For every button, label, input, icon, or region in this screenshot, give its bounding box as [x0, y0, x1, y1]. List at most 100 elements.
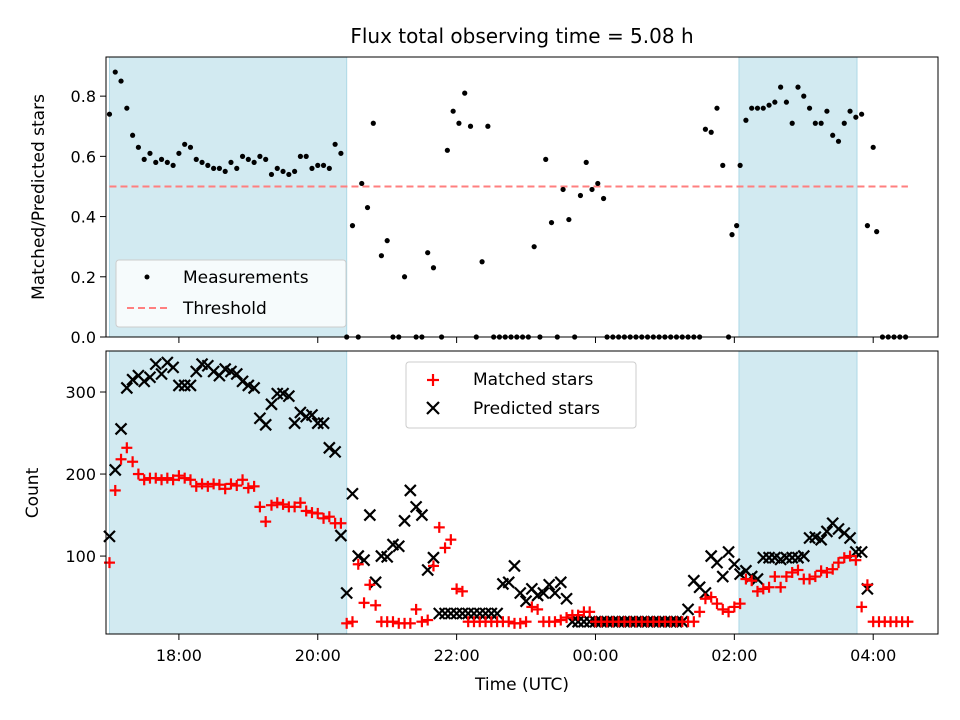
predicted-stars-point [305, 408, 319, 422]
matched-stars-point [723, 606, 735, 618]
measurement-point [303, 153, 309, 159]
matched-stars-point [277, 498, 289, 510]
measurement-point [467, 123, 474, 129]
legend-measurements-marker [144, 274, 150, 280]
matched-stars-point [254, 501, 266, 513]
measurement-point [228, 159, 234, 165]
matched-stars-point [225, 478, 237, 490]
matched-stars-point [109, 484, 121, 496]
matched-stars-point [115, 453, 127, 465]
matched-stars-point [202, 480, 214, 492]
matched-stars-point [196, 478, 208, 490]
matched-stars-point [699, 593, 711, 605]
legend-matched-marker [427, 374, 439, 386]
matched-stars-point [121, 442, 133, 454]
matched-stars-point [688, 616, 700, 628]
predicted-stars-point [114, 422, 128, 436]
measurement-point [795, 84, 801, 90]
measurement-point [595, 180, 601, 187]
x-tick-label: 20:00 [295, 646, 341, 665]
measurement-point [349, 223, 356, 229]
bottom-panel-legend: Matched stars Predicted stars [405, 361, 637, 429]
matched-stars-point [711, 598, 723, 610]
measurement-point [332, 141, 338, 147]
matched-stars-point [717, 603, 729, 615]
matched-stars-point [861, 579, 873, 591]
matched-stars-point [341, 617, 353, 629]
matched-stars-point [740, 573, 752, 585]
matched-stars-point [156, 474, 168, 486]
measurement-point [222, 168, 228, 175]
matched-stars-point [445, 534, 457, 546]
matched-stars-point [549, 616, 561, 628]
matched-stars-point [150, 472, 162, 484]
legend-predicted-label: Predicted stars [473, 399, 600, 419]
measurement-point [263, 156, 269, 162]
predicted-stars-point [722, 545, 735, 559]
measurement-point [401, 274, 408, 280]
predicted-stars-point [427, 551, 440, 564]
matched-stars-point [856, 601, 868, 613]
matched-stars-point [804, 573, 816, 585]
chart-title: Flux total observing time = 5.08 h [350, 24, 693, 48]
matched-stars-point [769, 571, 781, 583]
measurement-point [286, 171, 292, 178]
matched-stars-point [572, 609, 584, 621]
matched-stars-point [757, 583, 769, 595]
matched-stars-point [248, 480, 260, 492]
matched-stars-point [780, 571, 792, 583]
measurement-point [708, 129, 714, 135]
matched-stars-point [832, 557, 844, 569]
measurement-point [864, 223, 871, 229]
measurement-point [754, 105, 761, 111]
measurement-point [315, 162, 321, 168]
measurement-point [566, 216, 572, 223]
measurement-point [870, 144, 876, 150]
predicted-stars-point [508, 559, 521, 573]
matched-stars-point [584, 606, 596, 618]
matched-stars-point [809, 571, 821, 583]
matched-stars-point [561, 612, 573, 624]
bottom-panel-frame [105, 350, 939, 635]
predicted-stars-point [820, 525, 834, 538]
measurement-point [806, 105, 813, 111]
measurement-point [749, 105, 755, 111]
matched-stars-point [694, 606, 706, 618]
measurement-point [292, 168, 298, 175]
predicted-stars-point [733, 567, 747, 581]
measurement-point [766, 102, 772, 108]
matched-stars-point [416, 616, 428, 628]
matched-stars-point [844, 550, 856, 562]
measurement-point [297, 153, 304, 159]
matched-stars-series [103, 442, 914, 629]
predicted-stars-point [404, 484, 417, 497]
matched-stars-point [294, 497, 306, 509]
matched-stars-point [433, 521, 445, 533]
matched-stars-point [358, 597, 370, 609]
top-panel-y-axis: 0.0 0.2 0.4 0.6 0.8 [71, 87, 106, 347]
x-axis-label: Time (UTC) [474, 675, 569, 695]
predicted-stars-point [265, 398, 278, 411]
observing-window-2 [738, 56, 858, 338]
predicted-stars-point [328, 445, 342, 459]
matched-stars-point [364, 579, 376, 591]
predicted-stars-point [832, 522, 845, 536]
matched-stars-point [751, 585, 763, 597]
measurement-point [737, 162, 743, 168]
top-panel-ylabel: Matched/Predicted stars [29, 94, 49, 300]
matched-stars-point [323, 511, 335, 523]
measurement-point [211, 165, 217, 171]
bottom-legend-box [405, 361, 637, 429]
predicted-stars-point [681, 603, 695, 616]
matched-stars-point [410, 603, 422, 615]
measurement-point [577, 192, 584, 199]
measurement-point [430, 265, 437, 271]
predicted-stars-point [346, 487, 359, 501]
predicted-stars-point [716, 570, 730, 583]
measurement-point [485, 123, 491, 129]
top-legend-box [115, 259, 347, 328]
measurement-point [734, 223, 740, 229]
matched-stars-point [237, 474, 249, 486]
measurement-point [560, 186, 566, 193]
measurement-point [778, 84, 784, 90]
